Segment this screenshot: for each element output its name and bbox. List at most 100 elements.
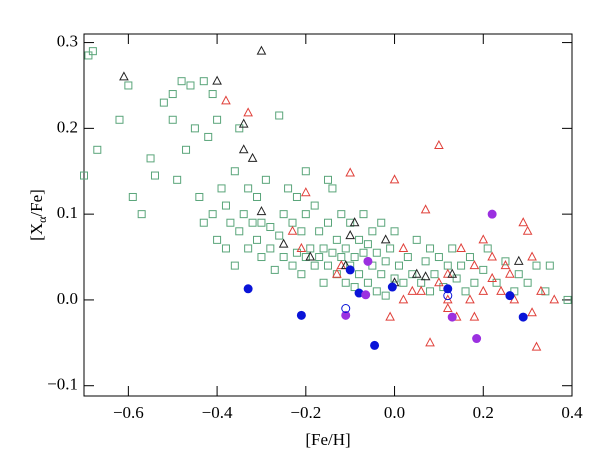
square-point bbox=[355, 270, 364, 279]
square-point bbox=[279, 253, 288, 262]
circle-point bbox=[472, 334, 482, 344]
square-point bbox=[501, 257, 510, 266]
square-point bbox=[337, 253, 346, 262]
square-point bbox=[253, 235, 262, 244]
circle-point bbox=[518, 312, 528, 322]
square-point bbox=[208, 210, 217, 219]
square-point bbox=[532, 261, 541, 270]
square-point bbox=[315, 253, 324, 262]
circle-point bbox=[345, 265, 355, 275]
circle-point bbox=[363, 256, 373, 266]
circle-point bbox=[243, 284, 253, 294]
square-point bbox=[186, 81, 195, 90]
circle-point bbox=[361, 290, 371, 300]
triangle-point bbox=[416, 285, 426, 295]
y-tick-label: −0.1 bbox=[47, 375, 78, 394]
square-point bbox=[479, 265, 488, 274]
y-tick-label: 0.0 bbox=[57, 289, 78, 308]
triangle-point bbox=[425, 337, 435, 347]
square-point bbox=[235, 124, 244, 133]
square-point bbox=[173, 175, 182, 184]
triangle-point bbox=[296, 242, 307, 252]
square-point bbox=[372, 287, 381, 296]
square-point bbox=[465, 253, 474, 262]
square-point bbox=[443, 261, 452, 270]
square-point bbox=[363, 240, 372, 249]
square-point bbox=[372, 248, 381, 257]
square-point bbox=[461, 287, 470, 296]
square-point bbox=[403, 253, 412, 262]
x-tick-label: 0.4 bbox=[561, 403, 583, 422]
square-point bbox=[434, 253, 443, 262]
square-point bbox=[523, 278, 532, 287]
triangle-point bbox=[465, 294, 475, 304]
triangle-point bbox=[536, 285, 546, 295]
square-point bbox=[168, 90, 177, 99]
triangle-point bbox=[411, 268, 422, 278]
square-point bbox=[84, 51, 93, 60]
plot-frame bbox=[83, 33, 573, 397]
square-point bbox=[394, 261, 403, 270]
square-point bbox=[421, 257, 430, 266]
triangle-point bbox=[212, 75, 222, 85]
square-point bbox=[257, 253, 266, 262]
circle-point bbox=[443, 291, 453, 301]
square-point bbox=[275, 231, 284, 240]
square-point bbox=[297, 270, 306, 279]
y-tick-label: 0.1 bbox=[57, 203, 78, 222]
square-point bbox=[88, 47, 97, 56]
square-point bbox=[381, 291, 390, 300]
x-axis-label: [Fe/H] bbox=[305, 430, 350, 449]
square-point bbox=[221, 244, 230, 253]
triangle-point bbox=[469, 311, 480, 321]
triangle-point bbox=[527, 251, 537, 261]
square-point bbox=[177, 77, 186, 86]
triangle-point bbox=[385, 311, 395, 321]
square-point bbox=[199, 218, 208, 227]
circle-point bbox=[341, 310, 351, 320]
square-point bbox=[199, 77, 208, 86]
square-point bbox=[213, 235, 222, 244]
triangle-point bbox=[487, 251, 497, 261]
square-point bbox=[350, 253, 359, 262]
square-point bbox=[399, 278, 408, 287]
square-point bbox=[292, 192, 301, 201]
square-point bbox=[328, 248, 337, 257]
circle-point bbox=[443, 284, 453, 294]
square-point bbox=[337, 210, 346, 219]
triangle-point bbox=[434, 277, 444, 287]
triangle-point bbox=[278, 238, 289, 248]
square-point bbox=[390, 227, 399, 236]
square-point bbox=[297, 227, 306, 236]
triangle-point bbox=[496, 285, 506, 295]
y-tick-label: 0.3 bbox=[57, 31, 78, 50]
square-point bbox=[563, 295, 572, 304]
triangle-point bbox=[119, 71, 129, 81]
y-axis-label: [Xα/Fe] bbox=[27, 189, 49, 241]
square-point bbox=[270, 265, 279, 274]
triangle-point bbox=[518, 217, 529, 227]
triangle-point bbox=[287, 225, 298, 235]
triangle-point bbox=[447, 268, 458, 278]
y-tick-label: 0.2 bbox=[57, 117, 78, 136]
square-point bbox=[195, 192, 204, 201]
triangle-point bbox=[420, 271, 431, 281]
square-point bbox=[430, 270, 439, 279]
square-point bbox=[492, 278, 501, 287]
square-point bbox=[226, 218, 235, 227]
triangle-point bbox=[407, 285, 418, 295]
square-point bbox=[328, 184, 337, 193]
square-point bbox=[266, 244, 275, 253]
square-point bbox=[244, 184, 253, 193]
square-point bbox=[284, 184, 293, 193]
square-point bbox=[115, 115, 124, 124]
triangle-point bbox=[221, 95, 231, 105]
triangle-point bbox=[247, 152, 258, 162]
square-point bbox=[239, 210, 248, 219]
circle-point bbox=[387, 282, 397, 292]
square-point bbox=[310, 261, 319, 270]
square-point bbox=[230, 261, 239, 270]
square-point bbox=[355, 235, 364, 244]
triangle-point bbox=[398, 294, 409, 304]
